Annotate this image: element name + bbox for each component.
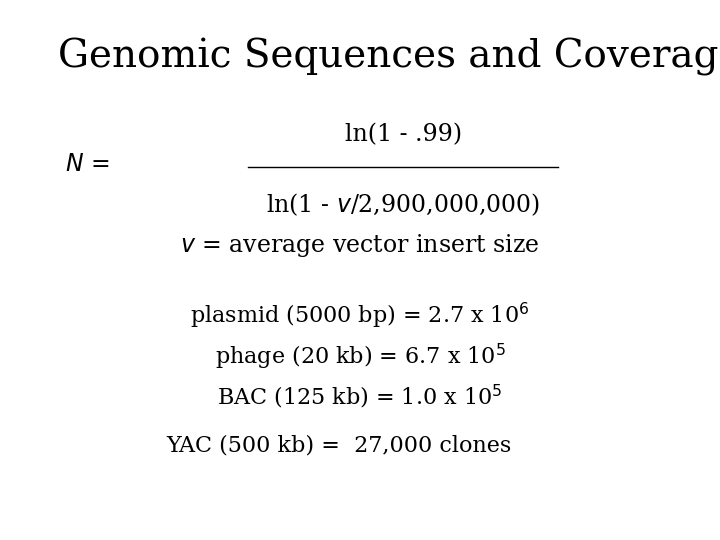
Text: plasmid (5000 bp) = 2.7 x 10$^{6}$: plasmid (5000 bp) = 2.7 x 10$^{6}$: [190, 301, 530, 331]
Text: ln(1 - .99): ln(1 - .99): [345, 123, 462, 146]
Text: $N$ =: $N$ =: [65, 153, 109, 176]
Text: YAC (500 kb) =  27,000 clones: YAC (500 kb) = 27,000 clones: [166, 435, 511, 456]
Text: ln(1 - $\it{v}$/2,900,000,000): ln(1 - $\it{v}$/2,900,000,000): [266, 192, 540, 218]
Text: $\it{v}$ = average vector insert size: $\it{v}$ = average vector insert size: [180, 232, 540, 259]
Text: BAC (125 kb) = 1.0 x 10$^{5}$: BAC (125 kb) = 1.0 x 10$^{5}$: [217, 383, 503, 411]
Text: Genomic Sequences and Coverage: Genomic Sequences and Coverage: [58, 38, 720, 76]
Text: phage (20 kb) = 6.7 x 10$^{5}$: phage (20 kb) = 6.7 x 10$^{5}$: [215, 341, 505, 372]
